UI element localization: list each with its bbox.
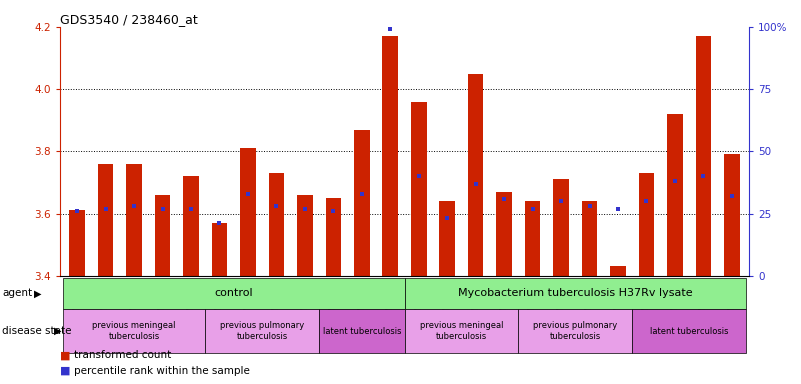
Text: previous meningeal
tuberculosis: previous meningeal tuberculosis <box>420 321 503 341</box>
Text: previous meningeal
tuberculosis: previous meningeal tuberculosis <box>92 321 176 341</box>
Point <box>726 193 739 199</box>
Bar <box>98 164 114 276</box>
Text: ▶: ▶ <box>34 288 41 298</box>
Point <box>497 195 510 202</box>
Point <box>612 205 625 212</box>
Bar <box>667 114 682 276</box>
Bar <box>240 148 256 276</box>
Text: latent tuberculosis: latent tuberculosis <box>323 327 401 336</box>
Point <box>127 203 140 209</box>
Point <box>327 208 340 214</box>
Point <box>640 198 653 204</box>
Bar <box>610 266 626 276</box>
Text: GDS3540 / 238460_at: GDS3540 / 238460_at <box>60 13 198 26</box>
Bar <box>268 173 284 276</box>
Bar <box>497 192 512 276</box>
Bar <box>382 36 398 276</box>
Point <box>356 190 368 197</box>
Point <box>213 220 226 227</box>
Point <box>697 173 710 179</box>
Point <box>583 203 596 209</box>
Point <box>299 205 312 212</box>
Text: percentile rank within the sample: percentile rank within the sample <box>74 366 251 376</box>
Bar <box>724 154 739 276</box>
Text: ▶: ▶ <box>54 326 61 336</box>
Point <box>70 208 83 214</box>
Point <box>669 178 682 184</box>
Point <box>554 198 567 204</box>
Bar <box>411 101 427 276</box>
Text: previous pulmonary
tuberculosis: previous pulmonary tuberculosis <box>533 321 618 341</box>
Text: previous pulmonary
tuberculosis: previous pulmonary tuberculosis <box>220 321 304 341</box>
Point <box>242 190 255 197</box>
Bar <box>211 223 227 276</box>
Bar <box>127 164 142 276</box>
Bar <box>325 198 341 276</box>
Text: ■: ■ <box>60 350 70 360</box>
Point <box>469 180 482 187</box>
Text: control: control <box>215 288 253 298</box>
Point <box>270 203 283 209</box>
Text: disease state: disease state <box>2 326 72 336</box>
Bar <box>183 176 199 276</box>
Point <box>413 173 425 179</box>
Bar <box>440 201 455 276</box>
Text: Mycobacterium tuberculosis H37Rv lysate: Mycobacterium tuberculosis H37Rv lysate <box>458 288 693 298</box>
Bar <box>525 201 541 276</box>
Point <box>184 205 197 212</box>
Text: latent tuberculosis: latent tuberculosis <box>650 327 728 336</box>
Text: transformed count: transformed count <box>74 350 171 360</box>
Bar <box>582 201 598 276</box>
Bar <box>297 195 312 276</box>
Bar <box>155 195 171 276</box>
Point <box>99 205 112 212</box>
Bar <box>354 129 369 276</box>
Text: ■: ■ <box>60 366 70 376</box>
Bar <box>695 36 711 276</box>
Point <box>156 205 169 212</box>
Text: agent: agent <box>2 288 33 298</box>
Point <box>384 26 396 32</box>
Bar <box>638 173 654 276</box>
Bar <box>553 179 569 276</box>
Point <box>526 205 539 212</box>
Point <box>441 215 453 222</box>
Bar <box>468 74 484 276</box>
Bar <box>70 210 85 276</box>
